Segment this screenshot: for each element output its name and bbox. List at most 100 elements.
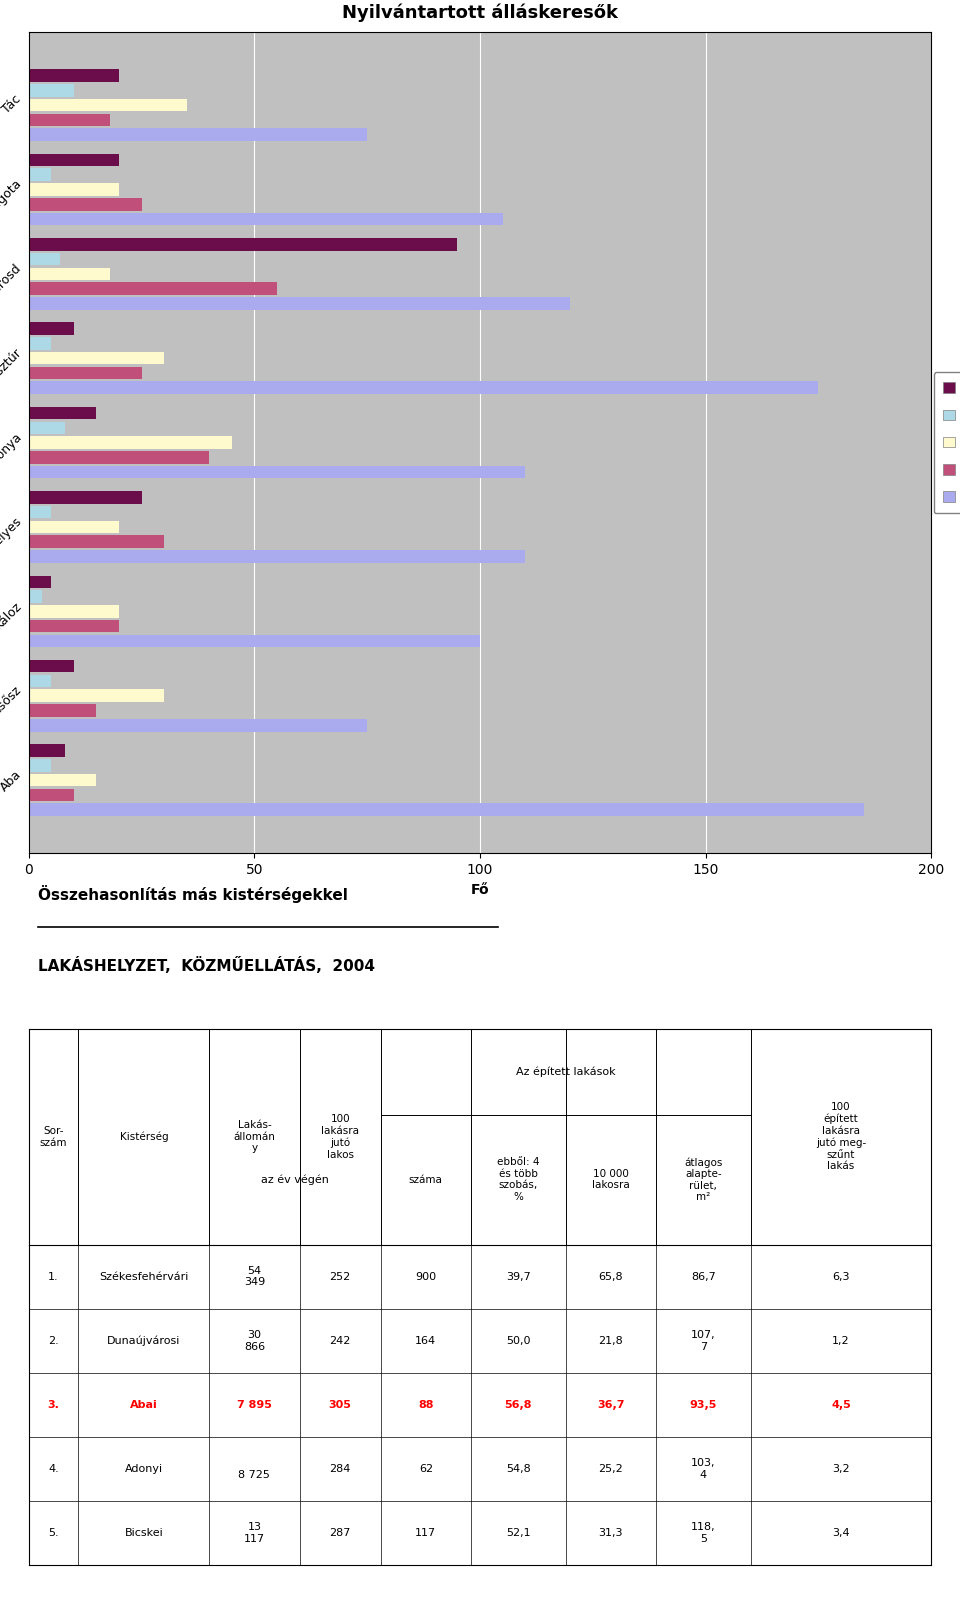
- Bar: [29, 238, 457, 251]
- Text: 3.: 3.: [48, 1401, 60, 1410]
- Text: 100
épített
lakásra
jutó meg-
szűnt
lakás: 100 épített lakásra jutó meg- szűnt laká…: [816, 1102, 866, 1172]
- Text: 3,4: 3,4: [832, 1528, 850, 1538]
- Bar: [29, 99, 186, 112]
- Bar: [29, 268, 110, 279]
- Bar: [29, 337, 52, 350]
- Bar: [29, 690, 164, 703]
- Text: 39,7: 39,7: [506, 1271, 531, 1282]
- Text: 118,
5: 118, 5: [691, 1522, 715, 1544]
- Bar: [29, 85, 74, 96]
- Bar: [29, 535, 164, 548]
- Bar: [29, 620, 119, 632]
- Text: Összehasonlítás más kistérségekkel: Összehasonlítás más kistérségekkel: [37, 885, 348, 904]
- Bar: [29, 492, 141, 503]
- Text: Bicskei: Bicskei: [125, 1528, 163, 1538]
- X-axis label: Fő: Fő: [470, 883, 490, 896]
- Text: 305: 305: [328, 1401, 351, 1410]
- Text: 52,1: 52,1: [506, 1528, 531, 1538]
- Bar: [29, 674, 52, 687]
- Text: 117: 117: [416, 1528, 437, 1538]
- Text: 21,8: 21,8: [598, 1335, 623, 1346]
- Bar: [29, 759, 52, 771]
- Text: 54,8: 54,8: [506, 1464, 531, 1474]
- Bar: [29, 551, 525, 562]
- Text: 107,
7: 107, 7: [691, 1330, 715, 1351]
- Bar: [29, 422, 65, 434]
- Text: 103,
4: 103, 4: [691, 1458, 715, 1480]
- Bar: [29, 367, 141, 378]
- Text: 36,7: 36,7: [597, 1401, 625, 1410]
- Bar: [29, 323, 74, 335]
- Text: 252: 252: [329, 1271, 350, 1282]
- Text: 30
866: 30 866: [244, 1330, 265, 1351]
- Text: 25,2: 25,2: [598, 1464, 623, 1474]
- Bar: [29, 297, 570, 310]
- Text: 2.: 2.: [48, 1335, 59, 1346]
- Text: 100
lakásra
jutó
lakos: 100 lakásra jutó lakos: [322, 1115, 359, 1159]
- Bar: [29, 168, 52, 180]
- Bar: [29, 775, 96, 786]
- Legend: Rendszeres szociális segélyezett (fő), Segély tip.ell., Járadék tip.ell., Folyam: Rendszeres szociális segélyezett (fő), S…: [934, 372, 960, 513]
- Text: Adonyi: Adonyi: [125, 1464, 163, 1474]
- Text: 93,5: 93,5: [689, 1401, 717, 1410]
- Text: 6,3: 6,3: [832, 1271, 850, 1282]
- Bar: [29, 744, 65, 757]
- Text: 10 000
lakosra: 10 000 lakosra: [592, 1169, 630, 1190]
- Bar: [29, 450, 209, 463]
- Bar: [29, 184, 119, 196]
- Text: 1,2: 1,2: [832, 1335, 850, 1346]
- Text: 54
349: 54 349: [244, 1266, 265, 1287]
- Text: 4.: 4.: [48, 1464, 59, 1474]
- Bar: [29, 605, 119, 618]
- Bar: [29, 704, 96, 717]
- Text: 65,8: 65,8: [598, 1271, 623, 1282]
- Text: 3,2: 3,2: [832, 1464, 850, 1474]
- Text: ebből: 4
és több
szobás,
%: ebből: 4 és több szobás, %: [497, 1158, 540, 1203]
- Text: 56,8: 56,8: [505, 1401, 532, 1410]
- Bar: [29, 591, 42, 602]
- Title: Nyilvántartott álláskeresők: Nyilvántartott álláskeresők: [342, 3, 618, 22]
- Bar: [29, 521, 119, 533]
- Text: Az épített lakások: Az épített lakások: [516, 1067, 615, 1078]
- Bar: [29, 153, 119, 166]
- Bar: [29, 436, 231, 449]
- Bar: [29, 69, 119, 81]
- Text: 284: 284: [329, 1464, 350, 1474]
- Bar: [29, 351, 164, 364]
- Text: száma: száma: [409, 1175, 443, 1185]
- Text: 164: 164: [416, 1335, 437, 1346]
- Text: 86,7: 86,7: [691, 1271, 716, 1282]
- Text: 900: 900: [416, 1271, 437, 1282]
- Text: 88: 88: [419, 1401, 434, 1410]
- Text: 242: 242: [329, 1335, 350, 1346]
- Text: 62: 62: [419, 1464, 433, 1474]
- Text: 1.: 1.: [48, 1271, 59, 1282]
- Text: 5.: 5.: [48, 1528, 59, 1538]
- Text: 287: 287: [329, 1528, 350, 1538]
- Text: Dunaújvárosi: Dunaújvárosi: [108, 1335, 180, 1346]
- Text: 13
117: 13 117: [244, 1522, 265, 1544]
- Text: átlagos
alapte-
rület,
m²: átlagos alapte- rület, m²: [684, 1158, 723, 1203]
- Text: 7 895: 7 895: [237, 1401, 272, 1410]
- Text: Kistérség: Kistérség: [120, 1132, 168, 1142]
- Bar: [29, 506, 52, 519]
- Bar: [29, 252, 60, 265]
- Bar: [29, 466, 525, 479]
- Text: LAKÁSHELYZET,  KÖZMŰELLÁTÁS,  2004: LAKÁSHELYZET, KÖZMŰELLÁTÁS, 2004: [37, 957, 374, 974]
- Bar: [29, 719, 367, 731]
- Text: 50,0: 50,0: [506, 1335, 531, 1346]
- Text: 4,5: 4,5: [831, 1401, 851, 1410]
- Bar: [29, 113, 110, 126]
- Text: Abai: Abai: [130, 1401, 157, 1410]
- Bar: [29, 803, 863, 816]
- Text: 8 725: 8 725: [238, 1458, 271, 1480]
- Bar: [29, 198, 141, 211]
- Bar: [29, 382, 818, 394]
- Bar: [29, 283, 276, 295]
- Text: Sor-
szám: Sor- szám: [40, 1126, 67, 1148]
- Text: az év végén: az év végén: [261, 1174, 329, 1185]
- Bar: [29, 407, 96, 420]
- Text: Lakás-
állomán
y: Lakás- állomán y: [233, 1119, 276, 1153]
- Text: 31,3: 31,3: [599, 1528, 623, 1538]
- Bar: [29, 128, 367, 141]
